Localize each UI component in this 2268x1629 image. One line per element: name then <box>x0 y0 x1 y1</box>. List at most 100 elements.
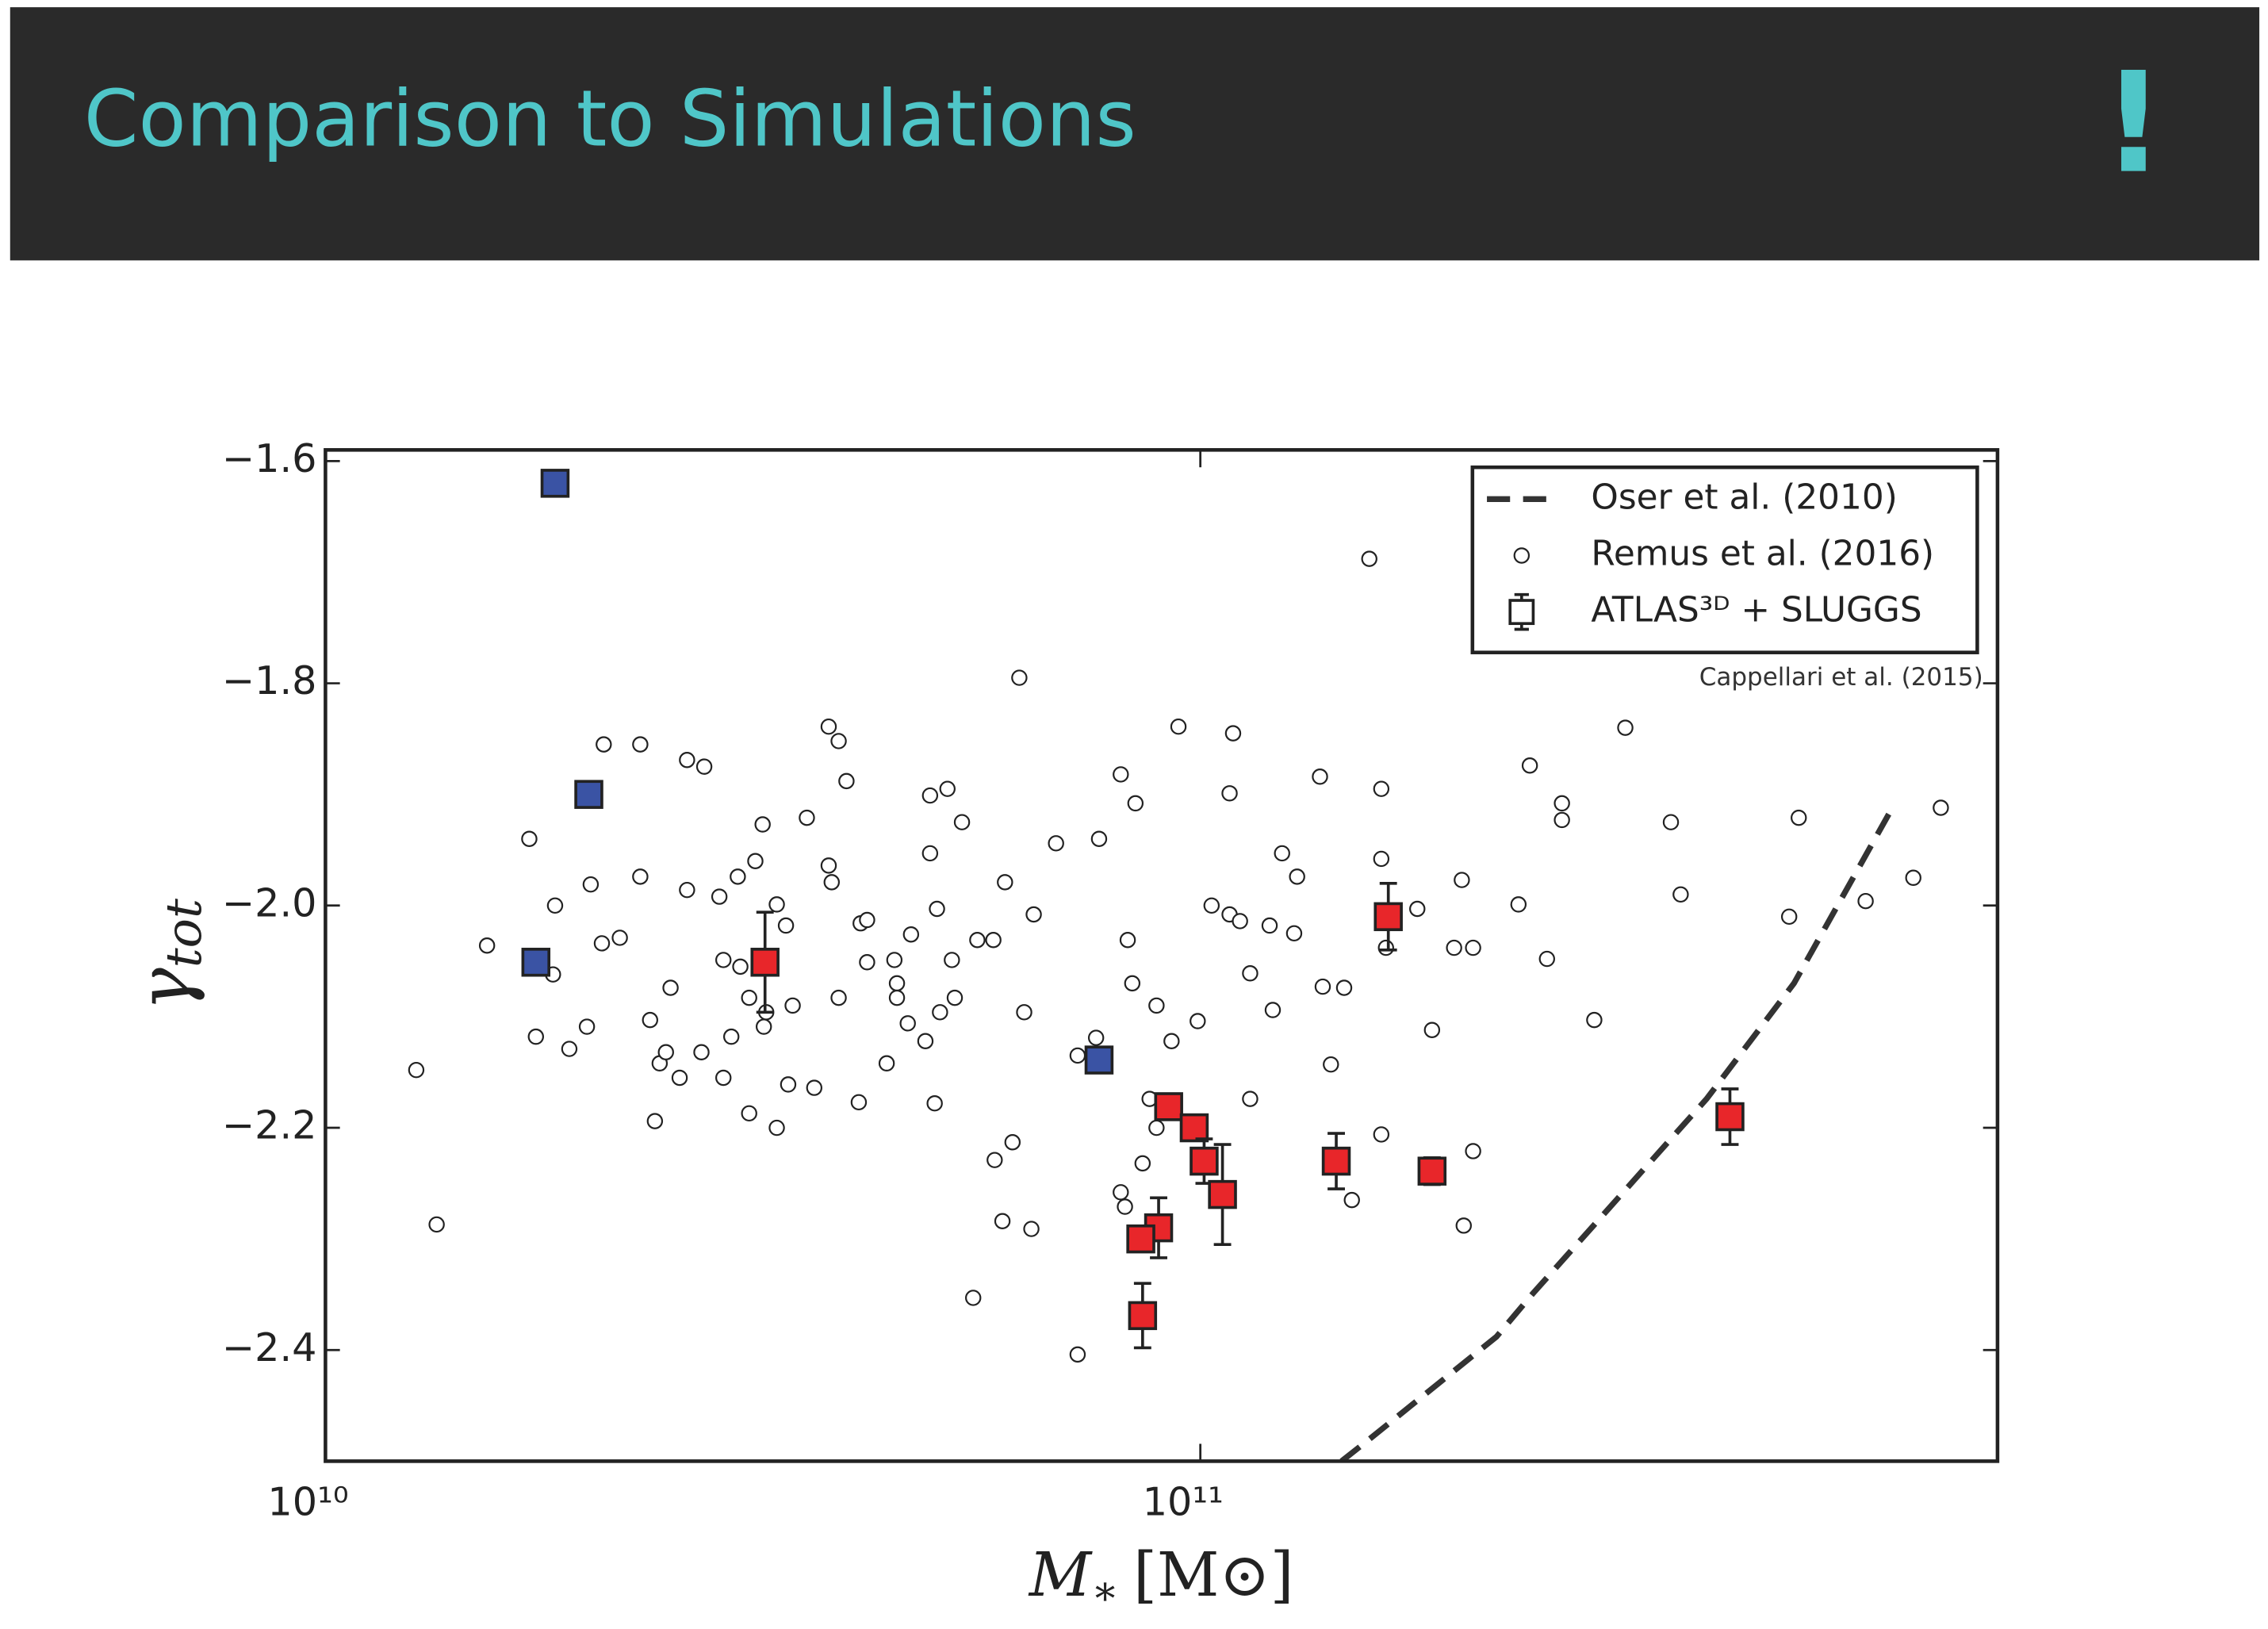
circle-marker <box>1090 830 1108 847</box>
circle-marker <box>671 1069 688 1087</box>
circle-marker <box>1312 769 1328 785</box>
circle-marker <box>1538 950 1555 968</box>
circle-marker <box>582 876 600 893</box>
circle-marker <box>768 896 785 913</box>
circle-marker <box>1023 1221 1040 1237</box>
plot-area <box>408 469 1949 1462</box>
x-label-subscript: ∗ <box>1091 1568 1119 1615</box>
circle-marker <box>878 1055 895 1071</box>
circle-marker <box>1242 1090 1259 1107</box>
circle-marker <box>953 814 971 830</box>
circle-marker <box>888 975 906 992</box>
circle-marker <box>1423 1021 1441 1038</box>
circle-marker <box>662 979 679 996</box>
circle-marker <box>921 787 939 804</box>
square-marker <box>1190 1146 1219 1176</box>
circle-marker <box>1465 1143 1481 1159</box>
circle-marker <box>714 952 732 968</box>
circle-marker <box>1127 795 1144 812</box>
circle-marker <box>1446 939 1462 956</box>
circle-marker <box>611 929 628 946</box>
legend-label: ATLAS³ᴰ + SLUGGS <box>1591 590 1921 631</box>
square-marker <box>750 948 780 977</box>
x-label-symbol: M <box>1028 1540 1094 1611</box>
circle-marker <box>754 816 771 833</box>
circle-marker <box>478 937 496 954</box>
circle-marker <box>596 736 612 753</box>
circle-marker <box>657 1044 674 1060</box>
circle-marker <box>784 997 801 1014</box>
y-tick-label: −2.0 <box>222 880 317 926</box>
header-bar <box>10 7 2260 261</box>
circle-marker <box>899 1015 916 1032</box>
circle-marker <box>929 900 945 918</box>
circle-marker <box>632 868 649 885</box>
circle-marker <box>1016 1004 1032 1021</box>
circle-marker <box>527 1028 545 1045</box>
y-axis-label: γtot <box>122 899 213 1011</box>
y-tick-label: −1.6 <box>222 435 317 481</box>
circle-marker <box>1521 757 1538 774</box>
y-tick-label: −2.4 <box>222 1324 317 1370</box>
circle-marker <box>1586 1011 1603 1029</box>
line-series <box>1339 803 1897 1462</box>
slide-title: Comparison to Simulations <box>84 75 1136 165</box>
circle-marker <box>917 1033 934 1049</box>
x-axis-label: M∗ [M⊙] <box>1028 1540 1294 1615</box>
circle-marker <box>1933 799 1949 816</box>
circle-marker <box>820 857 837 874</box>
circle-marker <box>741 989 757 1006</box>
x-tick-label: 10¹¹ <box>1143 1479 1224 1525</box>
square-marker <box>1373 902 1403 932</box>
plot-frame <box>324 448 2000 1463</box>
circle-marker <box>1025 906 1042 923</box>
circle-marker <box>1148 997 1165 1014</box>
circle-marker <box>1373 780 1390 797</box>
circle-marker <box>546 897 564 914</box>
circle-marker <box>1117 1198 1133 1215</box>
y-label-symbol: γ <box>122 968 207 1011</box>
circle-marker <box>1119 932 1136 949</box>
y-tick-label: −2.2 <box>222 1102 317 1148</box>
circle-marker <box>1857 892 1874 910</box>
circle-marker <box>820 718 837 735</box>
circle-marker <box>693 1044 710 1060</box>
circle-marker <box>1274 845 1290 862</box>
circle-marker <box>1004 1134 1021 1151</box>
circle-marker <box>1465 939 1481 956</box>
circle-marker <box>932 1004 948 1021</box>
circle-marker <box>886 952 903 968</box>
y-label-subscript: tot <box>155 899 213 968</box>
circle-marker <box>1409 900 1426 918</box>
circle-marker <box>1163 1033 1180 1049</box>
plot: −1.6 −1.8 −2.0 −2.2 −2.4 10¹⁰ 10¹¹ M∗ [M⊙] γtot Os… <box>122 435 2000 1615</box>
y-tick-label: −1.8 <box>222 657 317 703</box>
circle-marker <box>730 868 746 885</box>
circle-marker <box>799 809 815 826</box>
circle-marker <box>1905 869 1921 886</box>
circle-marker <box>985 932 1002 949</box>
x-label-unit: [M⊙] <box>1133 1540 1293 1611</box>
circle-marker <box>732 958 749 975</box>
circle-marker <box>1335 979 1353 996</box>
circle-marker <box>714 1069 732 1087</box>
circle-marker <box>1377 939 1394 956</box>
circle-marker <box>593 935 611 952</box>
circle-marker <box>1069 1346 1086 1363</box>
circle-marker <box>679 881 695 899</box>
circle-marker <box>1221 785 1238 802</box>
circle-marker <box>1148 1119 1165 1136</box>
circle-marker <box>997 874 1013 891</box>
circle-marker <box>1232 913 1248 929</box>
square-marker <box>1128 1301 1158 1331</box>
circle-marker <box>1791 809 1807 826</box>
circle-marker <box>741 1105 757 1122</box>
circle-marker <box>1124 975 1141 992</box>
circle-marker <box>1261 917 1278 934</box>
circle-marker <box>902 926 920 943</box>
circle-marker <box>830 989 847 1006</box>
square-marker <box>1321 1146 1351 1176</box>
circle-marker <box>806 1079 823 1096</box>
